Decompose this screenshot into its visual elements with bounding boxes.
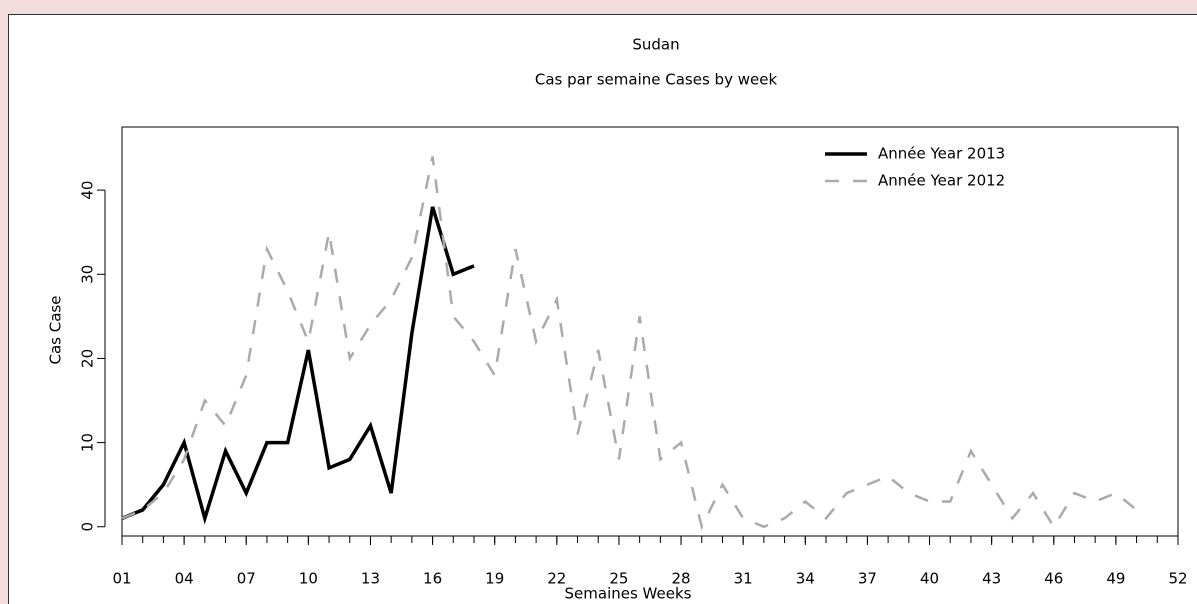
- y-tick-label: 40: [79, 181, 97, 200]
- x-tick-label: 04: [175, 570, 194, 588]
- x-axis-label: Semaines Weeks: [565, 585, 692, 603]
- x-tick-label: 34: [796, 570, 815, 588]
- legend-label: Année Year 2012: [878, 172, 1005, 190]
- x-tick-label: 46: [1044, 570, 1063, 588]
- x-tick-label: 16: [423, 570, 442, 588]
- chart-title: Sudan: [632, 36, 679, 54]
- y-tick-label: 20: [79, 349, 97, 368]
- x-tick-label: 19: [485, 570, 504, 588]
- x-tick-label: 52: [1168, 570, 1187, 588]
- y-tick-label: 0: [79, 522, 97, 532]
- x-tick-label: 13: [361, 570, 380, 588]
- x-tick-label: 43: [982, 570, 1001, 588]
- x-tick-label: 22: [547, 570, 566, 588]
- y-axis-label: Cas Case: [47, 296, 65, 365]
- x-tick-label: 31: [734, 570, 753, 588]
- y-tick-label: 10: [79, 433, 97, 452]
- x-tick-label: 07: [237, 570, 256, 588]
- y-tick-label: 30: [79, 265, 97, 284]
- legend-label: Année Year 2013: [878, 145, 1005, 163]
- x-tick-label: 37: [858, 570, 877, 588]
- x-tick-label: 01: [112, 570, 131, 588]
- x-tick-label: 28: [672, 570, 691, 588]
- series-line: [121, 206, 475, 525]
- x-tick-label: 10: [299, 570, 318, 588]
- series-line: [121, 156, 1138, 531]
- x-tick-label: 49: [1106, 570, 1125, 588]
- x-tick-label: 25: [609, 570, 628, 588]
- plot-box: [121, 126, 1179, 537]
- chart-subtitle: Cas par semaine Cases by week: [535, 71, 778, 89]
- plot-panel: [8, 14, 1197, 604]
- x-tick-label: 40: [920, 570, 939, 588]
